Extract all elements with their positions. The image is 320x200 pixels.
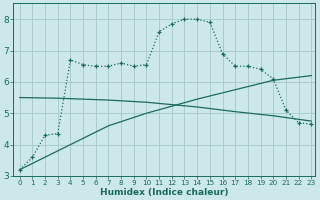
X-axis label: Humidex (Indice chaleur): Humidex (Indice chaleur) [100,188,228,197]
